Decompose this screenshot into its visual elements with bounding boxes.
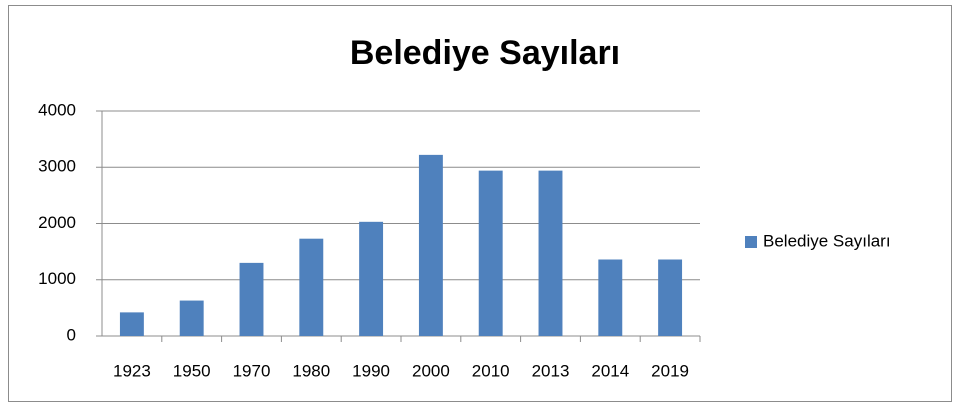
bar bbox=[239, 262, 264, 336]
legend-swatch bbox=[745, 236, 757, 248]
x-tick-label: 2000 bbox=[412, 361, 450, 380]
bar bbox=[478, 170, 503, 336]
bar bbox=[359, 221, 384, 336]
y-tick-label: 0 bbox=[67, 325, 76, 344]
x-tick-label: 1980 bbox=[292, 361, 330, 380]
x-tick-label: 1950 bbox=[173, 361, 211, 380]
y-tick-label: 4000 bbox=[38, 100, 76, 119]
bar bbox=[299, 238, 324, 336]
legend-label: Belediye Sayıları bbox=[763, 231, 891, 250]
x-tick-label: 2010 bbox=[472, 361, 510, 380]
bar bbox=[418, 154, 443, 336]
x-tick-label: 2013 bbox=[532, 361, 570, 380]
x-tick-label: 1923 bbox=[113, 361, 151, 380]
bar bbox=[658, 259, 683, 336]
bar bbox=[598, 259, 623, 336]
x-tick-label: 2014 bbox=[591, 361, 629, 380]
bar bbox=[119, 312, 144, 336]
y-tick-label: 1000 bbox=[38, 269, 76, 288]
x-tick-label: 1990 bbox=[352, 361, 390, 380]
y-tick-label: 2000 bbox=[38, 213, 76, 232]
x-tick-label: 2019 bbox=[651, 361, 689, 380]
bar bbox=[538, 170, 563, 336]
bar bbox=[179, 300, 204, 336]
x-tick-label: 1970 bbox=[233, 361, 271, 380]
y-tick-label: 3000 bbox=[38, 157, 76, 176]
chart-title: Belediye Sayıları bbox=[350, 34, 620, 72]
